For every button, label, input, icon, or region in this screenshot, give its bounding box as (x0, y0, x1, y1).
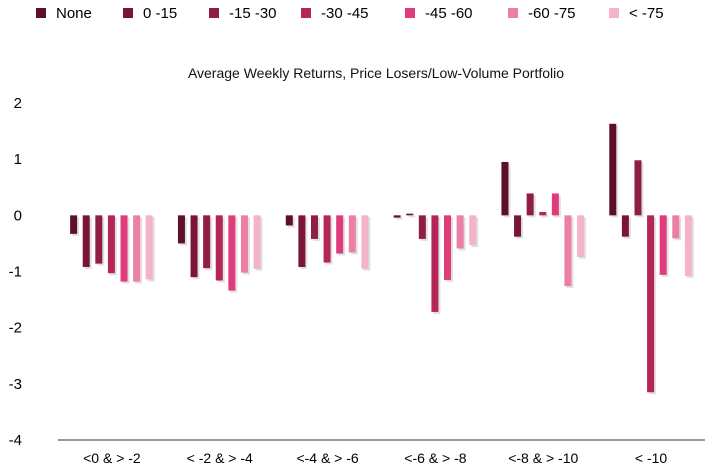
legend: None 0 -15 -15 -30 -30 -45 -45 -60 -60 -75 < -… (36, 5, 664, 22)
bar (659, 215, 667, 275)
y-axis-ticks: 2 1 0 -1 -2 -3 -4 (9, 95, 22, 449)
bar (514, 215, 522, 237)
bar (609, 123, 617, 216)
bar (361, 215, 369, 269)
bar (501, 161, 509, 216)
bar (393, 215, 401, 218)
legend-swatch (508, 8, 518, 18)
y-tick-label: -1 (9, 264, 22, 281)
legend-label: -60 -75 (528, 5, 576, 22)
bar (431, 215, 439, 312)
bar-shadow (395, 217, 403, 220)
legend-label: 0 -15 (143, 5, 177, 22)
bar (285, 215, 293, 226)
x-tick-label: <-8 & > -10 (508, 450, 578, 466)
y-tick-label: -2 (9, 320, 22, 337)
bar (107, 215, 115, 274)
legend-label: None (56, 5, 92, 22)
bar (336, 215, 344, 254)
bar (203, 215, 211, 269)
bar (577, 215, 585, 257)
bar (82, 215, 90, 268)
legend-swatch (609, 8, 619, 18)
y-tick-label: -3 (9, 376, 22, 393)
bar (190, 215, 198, 278)
legend-label: -30 -45 (321, 5, 369, 22)
x-tick-label: <0 & > -2 (83, 450, 141, 466)
bar (672, 215, 680, 239)
x-axis-labels: <0 & > -2 < -2 & > -4 <-4 & > -6 <-6 & > -8… (83, 450, 667, 466)
x-tick-label: <-4 & > -6 (296, 450, 358, 466)
legend-swatch (301, 8, 311, 18)
bar (298, 215, 306, 268)
bar (684, 215, 692, 276)
x-tick-label: <-6 & > -8 (404, 450, 466, 466)
bar (215, 215, 223, 281)
legend-label: < -75 (629, 5, 664, 22)
bar (120, 215, 128, 282)
bar (177, 215, 185, 244)
bar (621, 215, 629, 237)
bar (70, 215, 78, 234)
bar (348, 215, 356, 253)
bar (444, 215, 452, 280)
bar (133, 215, 141, 282)
legend-swatch (405, 8, 415, 18)
y-tick-label: 1 (14, 151, 22, 168)
bar (647, 215, 655, 393)
legend-swatch (123, 8, 133, 18)
bar (310, 215, 318, 239)
bar-shadow (408, 215, 416, 218)
bar-shadow (541, 213, 549, 218)
bar (253, 215, 261, 269)
bar (564, 215, 572, 287)
legend-label: -45 -60 (425, 5, 473, 22)
x-tick-label: < -2 & > -4 (187, 450, 253, 466)
y-tick-label: 2 (14, 95, 22, 112)
bar (228, 215, 236, 291)
x-tick-label: < -10 (635, 450, 668, 466)
bar (526, 193, 534, 216)
bar (240, 215, 248, 273)
bar (539, 211, 547, 216)
bar (469, 215, 477, 246)
bar (456, 215, 464, 249)
y-tick-label: 0 (14, 207, 22, 224)
legend-swatch (36, 8, 46, 18)
bar (145, 215, 153, 280)
chart-title: Average Weekly Returns, Price Losers/Low… (188, 65, 564, 81)
bar (634, 160, 642, 216)
legend-label: -15 -30 (229, 5, 277, 22)
bars (70, 123, 694, 395)
bar (406, 213, 414, 216)
bar (551, 193, 559, 216)
legend-swatch (209, 8, 219, 18)
y-tick-label: -4 (9, 432, 22, 449)
bar (95, 215, 103, 264)
bar (418, 215, 426, 239)
bar (323, 215, 331, 263)
